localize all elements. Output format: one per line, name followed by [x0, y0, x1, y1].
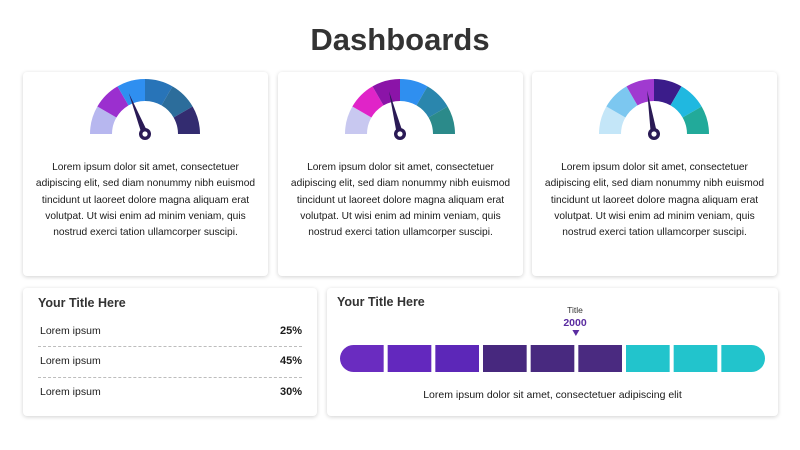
timeline-marker-value: 2000: [563, 317, 587, 329]
gauge-card-2: Lorem ipsum dolor sit amet, consectetuer…: [278, 72, 523, 276]
timeline-segment: [673, 345, 718, 372]
gauge-3: [599, 79, 709, 140]
gauge-2: [345, 79, 455, 140]
gauge-segment: [161, 86, 193, 118]
gauge-card-1: Lorem ipsum dolor sit amet, consectetuer…: [23, 72, 268, 276]
page-title: Dashboards: [310, 22, 490, 57]
gauge-segment: [599, 106, 626, 134]
gauge-hub-center: [397, 131, 403, 137]
gauge-3-description: Lorem ipsum dolor sit amet, consectetuer…: [544, 162, 765, 239]
stat-row-3-label: Lorem ipsum: [40, 386, 101, 398]
timeline-card: Your Title Here Title 2000 Lorem ipsum d…: [327, 288, 778, 416]
timeline-segment: [721, 345, 765, 372]
gauge-segment: [606, 86, 638, 118]
gauge-segment: [117, 79, 145, 106]
stat-row-1: Lorem ipsum 25%: [38, 316, 302, 346]
timeline-segment: [578, 345, 622, 372]
gauge-segment: [352, 86, 384, 118]
stat-row-1-label: Lorem ipsum: [40, 325, 101, 337]
timeline-marker-arrow: [572, 330, 580, 336]
timeline-segment: [530, 345, 575, 372]
gauge-2-description: Lorem ipsum dolor sit amet, consectetuer…: [290, 162, 511, 239]
gauge-segment: [372, 79, 400, 106]
stat-row-3-value: 30%: [279, 386, 302, 398]
timeline-card-title: Your Title Here: [337, 295, 425, 309]
timeline-caption: Lorem ipsum dolor sit amet, consectetuer…: [423, 389, 682, 401]
gauge-segment: [428, 106, 455, 134]
gauge-segment: [345, 106, 372, 134]
row-divider: [38, 377, 302, 378]
stat-row-2-value: 45%: [279, 355, 302, 367]
gauge-needle: [389, 91, 404, 135]
stat-row-1-value: 25%: [279, 325, 302, 337]
timeline-segment: [387, 345, 432, 372]
gauge-needle: [647, 90, 658, 135]
row-divider: [38, 346, 302, 347]
gauge-hub-center: [651, 131, 657, 137]
gauge-segment: [145, 79, 173, 106]
timeline-bar: [340, 330, 765, 372]
timeline-segment: [483, 345, 527, 372]
stat-row-2: Lorem ipsum 45%: [38, 346, 302, 376]
gauge-card-3: Lorem ipsum dolor sit amet, consectetuer…: [532, 72, 777, 276]
gauge-1-description: Lorem ipsum dolor sit amet, consectetuer…: [35, 162, 256, 239]
timeline-segment: [340, 345, 384, 372]
gauge-1: [90, 79, 200, 140]
gauge-segment: [90, 106, 117, 134]
stats-card: Your Title Here Lorem ipsum 25% Lorem ip…: [23, 288, 317, 416]
timeline-segment: [626, 345, 670, 372]
gauge-segment: [173, 106, 200, 134]
gauge-needle: [128, 93, 148, 136]
gauge-segment: [400, 79, 428, 106]
stat-row-2-label: Lorem ipsum: [40, 355, 101, 367]
gauge-segment: [416, 86, 448, 118]
timeline-marker-label: Title: [567, 305, 583, 315]
gauge-hub-center: [142, 131, 148, 137]
gauge-segment: [626, 79, 654, 106]
gauge-segment: [654, 79, 682, 106]
gauge-segment: [670, 86, 702, 118]
stats-card-title: Your Title Here: [38, 296, 126, 310]
gauge-segment: [682, 106, 709, 134]
stat-row-3: Lorem ipsum 30%: [38, 377, 302, 407]
timeline-segment: [435, 345, 479, 372]
gauge-segment: [97, 86, 129, 118]
